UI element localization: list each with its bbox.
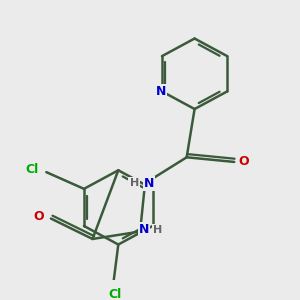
Text: N: N <box>156 85 166 98</box>
Text: O: O <box>239 155 249 168</box>
Text: H: H <box>153 225 163 235</box>
Text: O: O <box>34 210 44 223</box>
Text: N: N <box>139 223 149 236</box>
Text: H: H <box>130 178 139 188</box>
Text: Cl: Cl <box>109 288 122 300</box>
Text: N: N <box>144 177 154 190</box>
Text: Cl: Cl <box>26 163 39 176</box>
